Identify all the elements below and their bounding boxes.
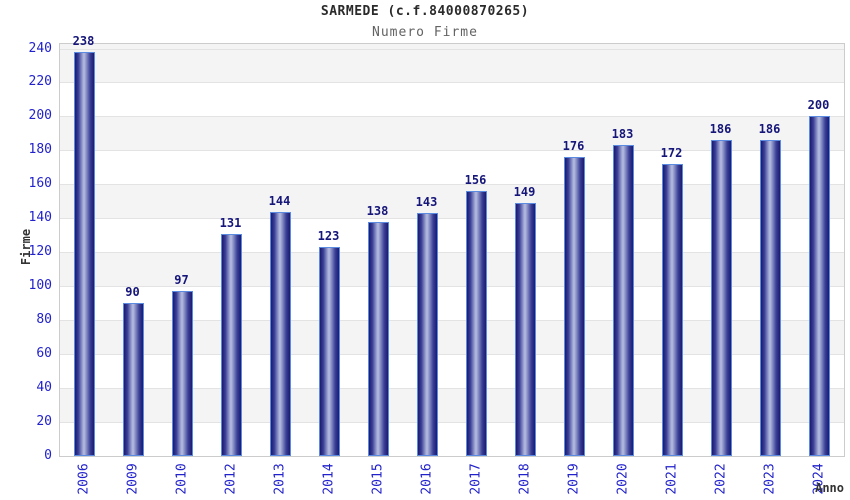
x-axis-title: Anno xyxy=(815,481,844,495)
bar-value-label: 143 xyxy=(415,195,438,210)
y-tick-label: 120 xyxy=(28,244,52,260)
bar-2013 xyxy=(270,211,291,456)
y-tick-label: 0 xyxy=(44,448,52,463)
bar-2006 xyxy=(74,51,95,456)
gridline xyxy=(60,82,844,84)
bar-value-label: 172 xyxy=(660,145,683,160)
bar-value-label: 97 xyxy=(174,273,189,288)
gridline xyxy=(60,286,844,288)
bar-value-label: 144 xyxy=(268,193,291,208)
x-tick-label: 2010 xyxy=(174,463,189,495)
x-tick-label: 2006 xyxy=(76,463,91,495)
x-tick-label: 2018 xyxy=(517,463,532,495)
x-tick-label: 2017 xyxy=(468,463,483,495)
x-tick-label: 2020 xyxy=(615,463,630,495)
bar-2022 xyxy=(711,140,732,456)
y-tick-label: 80 xyxy=(36,312,52,328)
y-tick-label: 100 xyxy=(28,278,52,294)
bar-2012 xyxy=(221,233,242,456)
bar-2009 xyxy=(123,303,144,456)
bar-2018 xyxy=(515,203,536,456)
bar-value-label: 123 xyxy=(317,229,340,244)
gridline xyxy=(60,320,844,322)
x-tick-label: 2016 xyxy=(419,463,434,495)
y-tick-label: 40 xyxy=(36,380,52,396)
y-tick-label: 60 xyxy=(36,346,52,362)
y-tick-label: 140 xyxy=(28,210,52,226)
bar-2023 xyxy=(760,140,781,456)
y-tick-label: 240 xyxy=(28,40,52,56)
x-tick-label: 2014 xyxy=(321,463,336,495)
gridline xyxy=(60,150,844,152)
bar-value-label: 238 xyxy=(72,33,95,48)
bar-value-label: 186 xyxy=(709,122,732,137)
bar-2024 xyxy=(809,116,830,456)
chart-title: SARMEDE (c.f.84000870265) xyxy=(320,4,530,19)
y-tick-label: 160 xyxy=(28,176,52,192)
bar-2014 xyxy=(319,247,340,456)
bar-2017 xyxy=(466,191,487,456)
bar-value-label: 183 xyxy=(611,127,634,142)
bar-value-label: 131 xyxy=(219,215,242,230)
bar-value-label: 90 xyxy=(125,285,140,300)
bar-2019 xyxy=(564,157,585,456)
plot-band-gray xyxy=(60,44,844,83)
bar-value-label: 176 xyxy=(562,139,585,154)
gridline xyxy=(60,218,844,220)
x-tick-label: 2012 xyxy=(223,463,238,495)
gridline xyxy=(60,422,844,424)
x-tick-label: 2009 xyxy=(125,463,140,495)
bar-2021 xyxy=(662,163,683,456)
plot-area xyxy=(59,43,845,457)
bar-value-label: 186 xyxy=(758,122,781,137)
x-tick-label: 2021 xyxy=(664,463,679,495)
y-tick-label: 180 xyxy=(28,142,52,158)
gridline xyxy=(60,184,844,186)
x-tick-label: 2019 xyxy=(566,463,581,495)
gridline xyxy=(60,252,844,254)
bar-value-label: 149 xyxy=(513,185,536,199)
x-tick-label: 2022 xyxy=(713,463,728,495)
bar-2010 xyxy=(172,291,193,456)
bar-2016 xyxy=(417,213,438,456)
x-tick-label: 2015 xyxy=(370,463,385,495)
y-axis-title: Firme xyxy=(19,228,34,266)
bar-value-label: 200 xyxy=(807,98,830,113)
bar-value-label: 138 xyxy=(366,203,389,218)
bar-2015 xyxy=(368,221,389,456)
gridline xyxy=(60,354,844,356)
y-tick-label: 20 xyxy=(36,414,52,430)
gridline xyxy=(60,116,844,118)
gridline xyxy=(60,388,844,390)
y-tick-label: 220 xyxy=(28,74,52,90)
chart-subtitle: Numero Firme xyxy=(372,25,478,40)
bar-value-label: 156 xyxy=(464,173,487,188)
x-tick-label: 2023 xyxy=(762,463,777,495)
gridline xyxy=(60,48,844,50)
bar-2020 xyxy=(613,145,634,456)
x-tick-label: 2013 xyxy=(272,463,287,495)
y-tick-label: 200 xyxy=(28,108,52,124)
